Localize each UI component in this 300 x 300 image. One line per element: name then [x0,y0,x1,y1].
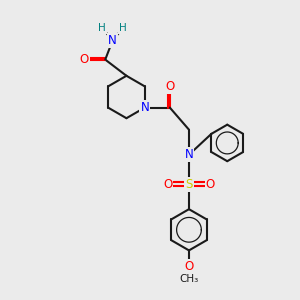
Text: N: N [184,148,193,161]
Text: O: O [184,260,194,273]
Text: O: O [206,178,215,191]
Text: N: N [108,34,117,47]
Text: H: H [98,23,106,33]
Text: O: O [163,178,172,191]
Text: H: H [119,23,127,33]
Text: S: S [185,178,193,191]
Text: N: N [140,101,149,114]
Text: O: O [80,53,89,66]
Text: CH₃: CH₃ [179,274,199,284]
Text: O: O [165,80,175,93]
